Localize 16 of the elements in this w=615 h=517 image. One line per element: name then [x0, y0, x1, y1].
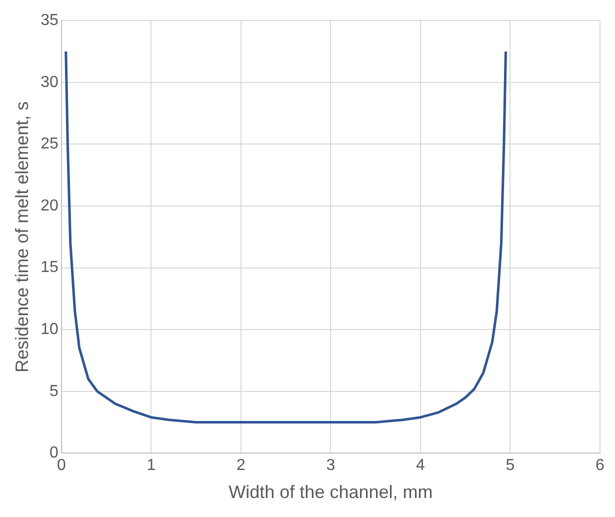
x-tick-label: 3 — [326, 457, 336, 474]
y-tick-label: 5 — [49, 382, 58, 400]
x-tick-label: 2 — [236, 457, 246, 474]
y-axis-title: Residence time of melt element, s — [12, 101, 32, 372]
y-tick-label: 35 — [40, 12, 58, 30]
y-tick-label: 20 — [40, 197, 58, 214]
y-tick-label: 25 — [40, 136, 58, 153]
y-tick-label: 15 — [40, 259, 58, 276]
x-tick-label: 4 — [416, 457, 426, 474]
y-tick-label: 30 — [40, 74, 58, 91]
x-tick-label: 5 — [506, 457, 515, 474]
x-axis-title: Width of the channel, mm — [228, 482, 433, 502]
x-tick-label: 6 — [596, 457, 605, 474]
x-tick-label: 1 — [146, 457, 156, 474]
y-tick-label: 0 — [49, 444, 58, 462]
y-tick-label: 10 — [40, 321, 58, 338]
